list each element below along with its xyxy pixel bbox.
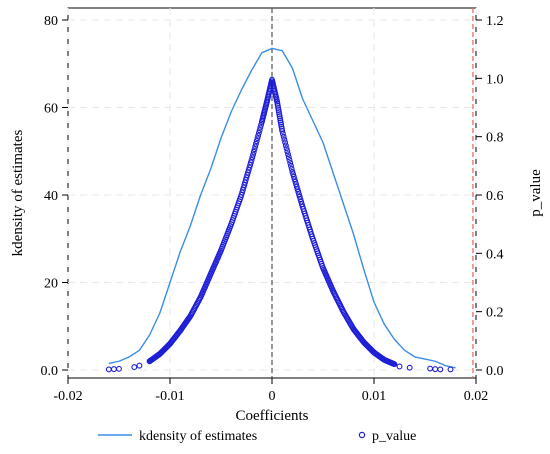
p-value-point — [136, 362, 143, 369]
p-value-point — [282, 142, 289, 149]
p-value-point — [116, 365, 122, 372]
p-value-point — [248, 157, 255, 163]
p-value-point — [296, 191, 302, 198]
p-value-point — [283, 145, 290, 152]
p-value-point — [391, 361, 398, 368]
p-value-point — [447, 366, 454, 373]
p-value-point — [242, 177, 249, 183]
y-left-tick-label: 80 — [44, 14, 58, 29]
p-value-point — [286, 157, 293, 163]
y-axis-right-title: p_value — [528, 169, 544, 217]
p-value-point — [279, 127, 286, 134]
legend: kdensity of estimates p_value — [98, 429, 416, 444]
p-value-point — [247, 162, 254, 168]
p-value-point — [240, 184, 247, 191]
p-value-point — [245, 169, 251, 176]
p-value-point — [256, 127, 263, 134]
p-value-point — [290, 173, 297, 180]
p-value-point — [293, 183, 300, 190]
p-value-point — [249, 154, 256, 161]
x-tick-label: -0.01 — [155, 389, 184, 404]
y-axis-left: 0.0 20 40 60 80 — [41, 14, 68, 379]
p-value-point — [287, 159, 294, 166]
y-left-tick-label: 0.0 — [41, 364, 59, 379]
p-value-point — [281, 136, 288, 143]
y-right-tick-label: 0.4 — [486, 247, 504, 262]
x-axis: -0.02 -0.01 0 0.01 0.02 — [53, 378, 488, 404]
p-value-point — [406, 364, 413, 371]
p-value-point — [257, 124, 264, 131]
p-value-point — [253, 140, 259, 147]
p-value-point — [131, 364, 138, 371]
legend-label-kdensity: kdensity of estimates — [139, 429, 257, 444]
p-value-point — [292, 178, 299, 185]
p-value-point — [251, 146, 258, 153]
x-tick-label: 0 — [269, 389, 276, 404]
y-axis-left-title: kdensity of estimates — [10, 130, 26, 257]
y-left-tick-label: 60 — [44, 102, 58, 117]
y-axis-right: 0.0 0.2 0.4 0.6 0.8 1.0 1.2 — [476, 14, 504, 379]
y-left-tick-label: 20 — [44, 277, 58, 292]
p-value-point — [280, 133, 287, 140]
p-value-point — [246, 164, 253, 171]
p-value-point — [255, 132, 262, 139]
x-tick-label: -0.02 — [53, 389, 82, 404]
y-right-tick-label: 0.8 — [486, 131, 504, 146]
y-right-tick-label: 0.0 — [486, 364, 504, 379]
p-value-point — [252, 143, 259, 150]
p-value-point — [293, 181, 299, 188]
p-value-point — [290, 171, 297, 178]
y-right-tick-label: 0.6 — [486, 189, 504, 204]
p-value-point — [284, 148, 291, 155]
p-value-point — [245, 167, 252, 173]
p-value-point — [297, 196, 304, 203]
p-value-point — [241, 182, 248, 188]
p-value-point — [298, 198, 305, 205]
p-value-point — [255, 129, 262, 136]
y-right-tick-label: 0.2 — [486, 306, 504, 321]
p-value-point — [289, 168, 296, 175]
p-value-point — [288, 165, 295, 172]
p-value-point — [285, 154, 292, 161]
p-value-point — [295, 188, 302, 195]
p-value-point — [396, 363, 403, 370]
reference-lines — [271, 8, 474, 378]
p-value-point — [253, 138, 260, 144]
p-value-point — [250, 148, 257, 155]
p-value-point — [239, 187, 246, 193]
p-value-point — [242, 179, 248, 186]
p-value-point — [282, 139, 289, 146]
legend-marker-swatch — [358, 431, 366, 439]
x-tick-label: 0.01 — [362, 389, 387, 404]
p-value-point — [291, 176, 298, 183]
p-value-point — [287, 162, 294, 169]
p-value-point — [285, 151, 291, 158]
p-value-point — [239, 189, 246, 196]
y-right-tick-label: 1.0 — [486, 72, 504, 87]
p-value-point — [250, 151, 257, 158]
p-value-point — [238, 192, 245, 198]
p-value-point — [294, 186, 301, 193]
p-value-point — [247, 159, 254, 166]
p-value-point — [244, 172, 251, 178]
kdensity-line — [108, 47, 456, 369]
p-value-point — [254, 135, 261, 142]
p-value-point — [279, 130, 286, 137]
p-value-point — [243, 174, 250, 181]
x-tick-label: 0.02 — [464, 389, 489, 404]
legend-label-p-value: p_value — [372, 429, 416, 444]
p-value-point — [296, 193, 303, 200]
x-axis-title: Coefficients — [235, 408, 308, 424]
y-right-tick-label: 1.2 — [486, 14, 504, 29]
series-layer — [105, 47, 456, 373]
y-left-tick-label: 40 — [44, 189, 58, 204]
p-value-point — [437, 366, 444, 373]
